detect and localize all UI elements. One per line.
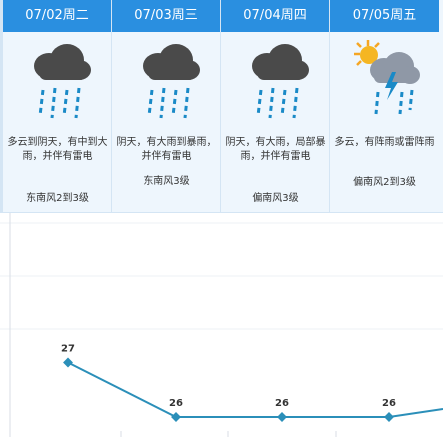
- chart-lines: [67, 361, 443, 418]
- data-label: 26: [169, 398, 183, 409]
- day-date: 07/02周二: [3, 0, 111, 32]
- sun-thunder-shower-icon: [354, 40, 420, 115]
- day-wind: 偏南风3级: [252, 193, 299, 204]
- day-wind: 东南风2到3级: [26, 193, 89, 204]
- chart-grid: [0, 213, 443, 437]
- forecast-day-1[interactable]: 07/02周二 多云到阴天，有中到大雨，并伴有雷电 东南风2到3级: [3, 0, 112, 213]
- day-wind: 偏南风2到3级: [353, 177, 416, 188]
- day-date: 07/03周三: [112, 0, 220, 32]
- day-wind: 东南风3级: [143, 176, 190, 187]
- day-description: 阴天，有大雨，局部暴雨，并伴有雷电: [225, 137, 326, 162]
- forecast-day-3[interactable]: 07/04周四 阴天，有大雨，局部暴雨，并伴有雷电 偏南风3级: [221, 0, 330, 213]
- data-label: 26: [382, 398, 396, 409]
- cloud-rain-icon: [34, 44, 91, 119]
- day-date: 07/05周五: [330, 0, 439, 32]
- forecast-panel: 07/02周二 多云到阴天，有中到大雨，并伴有雷电 东南风2到3级 07/03周…: [0, 0, 443, 213]
- low-temp-point: [384, 412, 394, 422]
- data-label: 26: [275, 398, 289, 409]
- forecast-day-4[interactable]: 07/05周五 多云，有阵雨或雷阵雨 偏南风2到3级: [330, 0, 439, 213]
- cloud-rain-icon: [143, 44, 200, 119]
- forecast-day-2[interactable]: 07/03周三 阴天，有大雨到暴雨，并伴有雷电 东南风3级: [112, 0, 221, 213]
- temperature-chart: 3230313227262626: [0, 213, 443, 437]
- chart-marks: 3230313227262626: [61, 344, 396, 422]
- cloud-rain-icon: [252, 44, 309, 119]
- low-temp-point: [277, 412, 287, 422]
- low-temp-point: [171, 412, 181, 422]
- day-description: 阴天，有大雨到暴雨，并伴有雷电: [116, 137, 217, 162]
- day-description: 多云，有阵雨或雷阵雨: [334, 137, 435, 148]
- day-description: 多云到阴天，有中到大雨，并伴有雷电: [7, 137, 108, 162]
- temperature-chart-svg: 3230313227262626: [0, 213, 443, 437]
- data-label: 27: [61, 344, 75, 355]
- day-date: 07/04周四: [221, 0, 329, 32]
- low-temp-point: [63, 357, 73, 368]
